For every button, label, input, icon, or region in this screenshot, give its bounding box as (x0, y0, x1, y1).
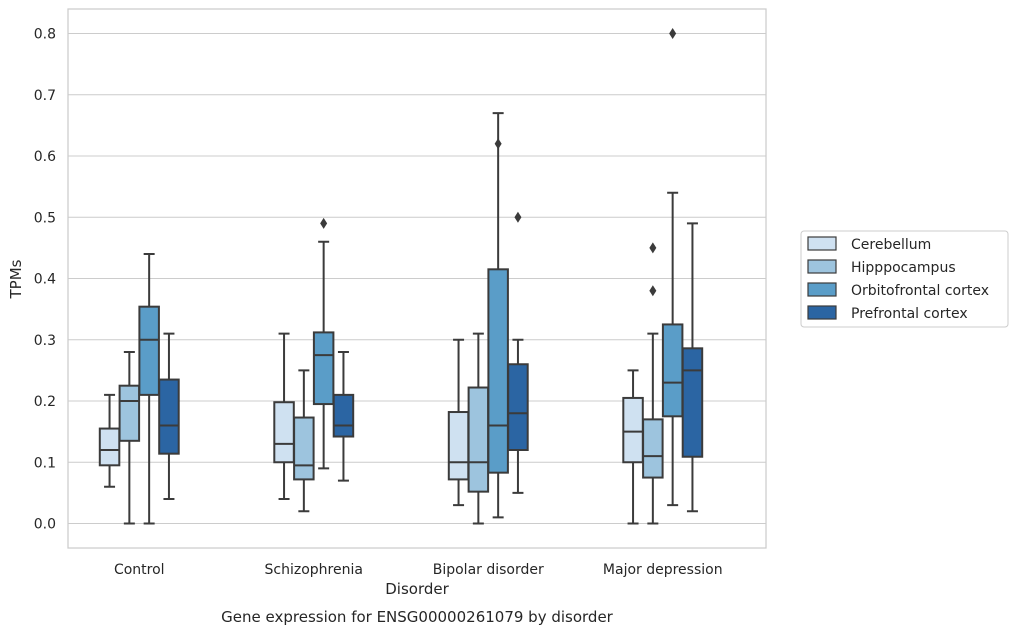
y-tick-label: 0.3 (34, 333, 56, 349)
legend-swatch (807, 236, 837, 251)
box-prefrontal-cortex-2 (507, 211, 529, 494)
x-tick-label: Control (114, 562, 165, 578)
outlier-point (649, 242, 657, 254)
y-tick-label: 0.4 (34, 272, 56, 288)
box-prefrontal-cortex-0 (158, 332, 180, 500)
box-orbitofrontal-cortex-2 (487, 112, 509, 519)
legend-frame (800, 230, 1009, 328)
box-iqr (98, 427, 121, 467)
box-iqr (273, 401, 295, 464)
box-iqr (158, 378, 180, 455)
outlier-point (320, 217, 328, 229)
y-tick-label: 0.8 (34, 27, 56, 43)
box-iqr (467, 386, 490, 493)
y-tick-label: 0.7 (34, 88, 56, 104)
legend-label: Orbitofrontal cortex (851, 283, 989, 299)
grid-lines (68, 32, 766, 525)
box-orbitofrontal-cortex-1 (312, 217, 335, 470)
box-iqr (332, 393, 355, 438)
outlier-point (494, 138, 502, 150)
plot-area (67, 8, 767, 549)
box-iqr (681, 347, 704, 458)
box-plot-marks (98, 28, 704, 525)
y-tick-label: 0.6 (34, 149, 56, 165)
box-hipppocampus-1 (293, 369, 315, 513)
box-iqr (661, 323, 684, 418)
box-hipppocampus-3 (642, 242, 664, 525)
y-tick-labels: 0.0 0.1 0.2 0.3 0.4 0.5 0.6 0.7 0.8 (34, 27, 56, 533)
legend-label: Prefrontal cortex (851, 306, 968, 322)
box-hipppocampus-0 (118, 351, 141, 525)
box-cerebellum-0 (98, 393, 121, 488)
box-iqr (622, 396, 644, 464)
outlier-point (669, 28, 677, 39)
box-hipppocampus-2 (467, 332, 490, 525)
box-iqr (312, 331, 335, 406)
box-cerebellum-2 (447, 338, 470, 507)
x-tick-label: Major depression (603, 562, 723, 578)
box-cerebellum-3 (622, 369, 644, 525)
box-iqr (118, 384, 141, 442)
x-tick-labels: Control Schizophrenia Bipolar disorder Majo… (114, 562, 723, 578)
x-tick-label: Bipolar disorder (433, 562, 544, 578)
x-axis-label: Disorder (385, 580, 449, 598)
legend: Cerebellum Hipppocampus Orbitofrontal cort… (800, 230, 1009, 328)
y-axis-label: TPMs (7, 259, 25, 299)
y-tick-label: 0.5 (34, 210, 56, 226)
box-orbitofrontal-cortex-3 (661, 28, 684, 507)
chart-caption: Gene expression for ENSG00000261079 by d… (221, 608, 614, 626)
x-tick-label: Schizophrenia (265, 562, 363, 578)
y-tick-label: 0.2 (34, 394, 56, 410)
box-orbitofrontal-cortex-0 (138, 253, 160, 525)
outlier-point (514, 211, 522, 223)
legend-swatch (807, 259, 837, 274)
box-prefrontal-cortex-3 (681, 222, 704, 513)
box-iqr (138, 305, 160, 396)
legend-label: Cerebellum (851, 237, 931, 253)
box-iqr (642, 418, 664, 479)
legend-swatch (807, 305, 837, 320)
legend-swatch (807, 282, 837, 297)
box-iqr (447, 411, 470, 481)
box-prefrontal-cortex-1 (332, 351, 355, 482)
box-iqr (507, 363, 529, 451)
y-tick-label: 0.0 (34, 517, 56, 533)
box-iqr (487, 268, 509, 474)
box-iqr (293, 416, 315, 481)
box-cerebellum-1 (273, 332, 295, 500)
legend-label: Hipppocampus (851, 260, 956, 276)
y-tick-label: 0.1 (34, 455, 56, 471)
outlier-point (649, 285, 657, 297)
